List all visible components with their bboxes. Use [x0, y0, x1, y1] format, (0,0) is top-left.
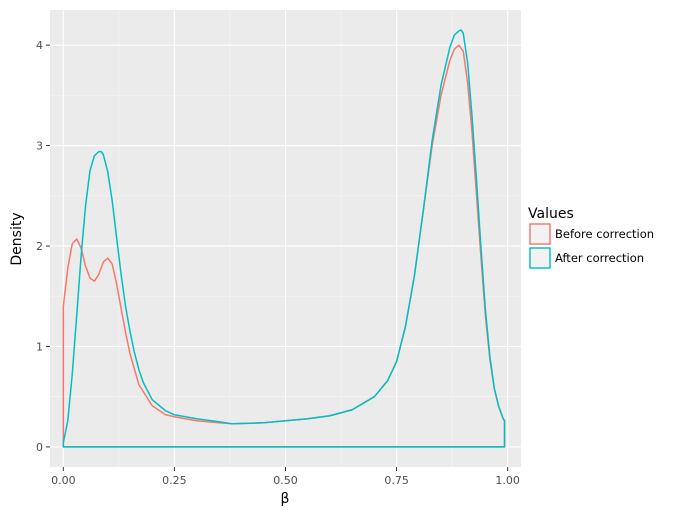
- x-tick-label: 1.00: [495, 474, 520, 487]
- y-axis-title: Density: [9, 212, 25, 265]
- legend-label: After correction: [555, 251, 644, 265]
- x-axis-title: β: [281, 491, 290, 507]
- x-tick-label: 0.75: [384, 474, 409, 487]
- legend-items: Before correction After correction: [529, 223, 654, 269]
- x-tick-label: 0.50: [273, 474, 298, 487]
- legend-key: [529, 247, 551, 269]
- legend-title: Values: [528, 206, 574, 222]
- x-tick-label: 0.00: [51, 474, 76, 487]
- y-tick-label: 2: [36, 240, 43, 253]
- legend: Values Before correction After correction: [528, 206, 654, 269]
- y-axis-ticks: 0 1 2 3 4: [36, 39, 50, 454]
- y-tick-label: 0: [36, 441, 43, 454]
- y-tick-label: 1: [36, 340, 43, 353]
- legend-key: [529, 223, 551, 245]
- x-axis-ticks: 0.00 0.25 0.50 0.75 1.00: [51, 467, 520, 487]
- y-tick-label: 3: [36, 140, 43, 153]
- series-layer: [62, 29, 506, 448]
- x-tick-label: 0.25: [162, 474, 187, 487]
- legend-label: Before correction: [555, 227, 654, 241]
- density-line-after-correction: [62, 29, 506, 448]
- y-tick-label: 4: [36, 39, 43, 52]
